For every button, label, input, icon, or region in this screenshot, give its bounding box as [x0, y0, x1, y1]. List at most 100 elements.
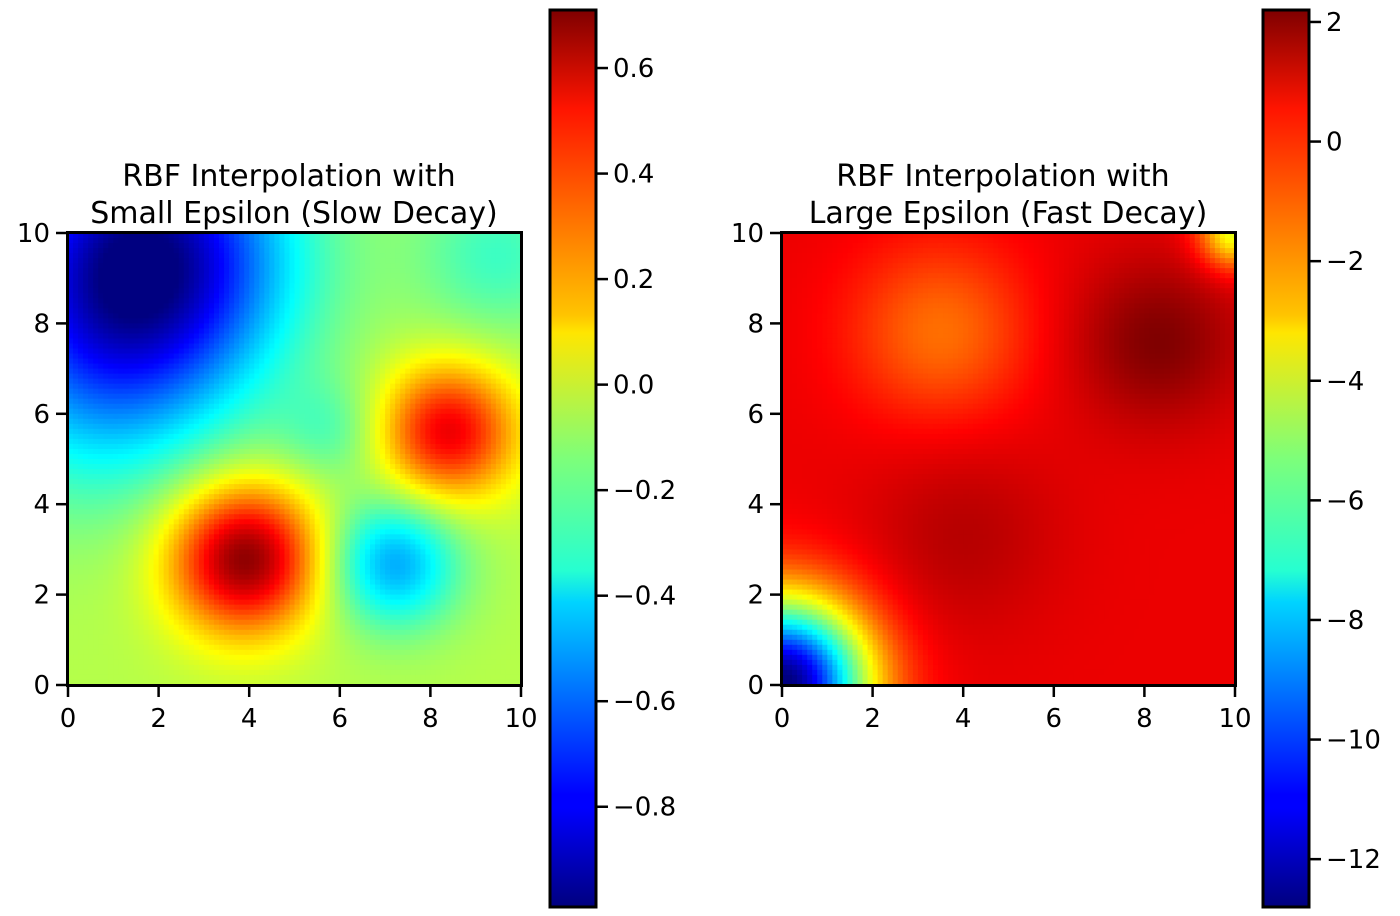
- heatmap-cell: [309, 358, 316, 365]
- heatmap-cell: [133, 353, 140, 360]
- heatmap-cell: [385, 283, 391, 289]
- heatmap-cell: [420, 403, 426, 410]
- heatmap-cell: [385, 323, 391, 330]
- heatmap-cell: [380, 423, 386, 430]
- heatmap-cell: [375, 298, 381, 304]
- heatmap-cell: [183, 363, 190, 370]
- heatmap-cell: [88, 388, 94, 395]
- heatmap-cell: [93, 268, 99, 274]
- heatmap-cell: [133, 248, 140, 254]
- heatmap-cell: [475, 423, 482, 430]
- heatmap-cell: [349, 243, 356, 249]
- heatmap-cell: [420, 308, 426, 314]
- heatmap-cell: [73, 383, 79, 390]
- heatmap-cell: [229, 293, 235, 299]
- heatmap-cell: [349, 388, 356, 395]
- heatmap-cell: [108, 338, 114, 345]
- heatmap-cell: [299, 308, 306, 314]
- heatmap-cell: [490, 459, 497, 465]
- heatmap-cell: [203, 318, 210, 324]
- heatmap-cell: [219, 509, 225, 515]
- heatmap-cell: [475, 293, 482, 299]
- heatmap-cell: [359, 308, 366, 314]
- heatmap-cell: [364, 278, 371, 284]
- heatmap-cell: [465, 308, 472, 314]
- heatmap-cell: [178, 464, 185, 470]
- heatmap-cell: [435, 333, 442, 340]
- heatmap-cell: [244, 459, 250, 465]
- heatmap-cell: [254, 499, 260, 505]
- heatmap-cell: [178, 423, 185, 430]
- heatmap-cell: [480, 443, 487, 450]
- heatmap-cell: [93, 238, 99, 244]
- heatmap-cell: [410, 499, 416, 505]
- heatmap-cell: [178, 504, 185, 510]
- heatmap-cell: [208, 268, 215, 274]
- heatmap-cell: [440, 243, 447, 249]
- heatmap-cell: [153, 303, 160, 309]
- heatmap-cell: [510, 474, 517, 480]
- heatmap-cell: [208, 423, 215, 430]
- heatmap-cell: [93, 479, 99, 485]
- heatmap-cell: [173, 418, 180, 425]
- heatmap-cell: [113, 443, 119, 450]
- heatmap-cell: [294, 383, 301, 390]
- heatmap-cell: [515, 283, 522, 289]
- heatmap-cell: [128, 298, 135, 304]
- heatmap-cell: [309, 308, 316, 314]
- heatmap-cell: [435, 479, 442, 485]
- heatmap-cell: [279, 313, 286, 319]
- heatmap-cell: [88, 499, 94, 505]
- heatmap-cell: [480, 288, 487, 294]
- heatmap-cell: [339, 383, 346, 390]
- heatmap-cell: [68, 333, 74, 340]
- heatmap-cell: [193, 233, 200, 239]
- heatmap-cell: [239, 484, 245, 490]
- heatmap-cell: [395, 489, 401, 495]
- heatmap-cell: [178, 443, 185, 450]
- heatmap-cell: [294, 408, 301, 415]
- heatmap-cell: [239, 353, 245, 360]
- heatmap-cell: [93, 318, 99, 324]
- heatmap-cell: [108, 474, 114, 480]
- heatmap-cell: [410, 378, 416, 385]
- heatmap-cell: [244, 453, 250, 460]
- heatmap-cell: [390, 383, 396, 390]
- heatmap-cell: [128, 353, 135, 360]
- heatmap-cell: [425, 459, 431, 465]
- heatmap-cell: [213, 268, 220, 274]
- heatmap-cell: [324, 418, 331, 425]
- heatmap-cell: [390, 474, 396, 480]
- heatmap-cell: [485, 248, 492, 254]
- heatmap-cell: [244, 418, 250, 425]
- heatmap-cell: [198, 418, 205, 425]
- heatmap-cell: [123, 283, 129, 289]
- heatmap-cell: [73, 308, 79, 314]
- heatmap-cell: [244, 253, 250, 259]
- heatmap-cell: [289, 273, 296, 279]
- heatmap-cell: [375, 368, 381, 375]
- heatmap-cell: [118, 484, 124, 490]
- heatmap-cell: [213, 338, 220, 345]
- heatmap-cell: [138, 398, 145, 405]
- heatmap-cell: [259, 408, 265, 415]
- heatmap-cell: [73, 509, 79, 515]
- heatmap-cell: [138, 358, 145, 365]
- heatmap-cell: [395, 263, 401, 269]
- heatmap-cell: [178, 433, 185, 440]
- heatmap-cell: [148, 363, 155, 370]
- heatmap-cell: [410, 283, 416, 289]
- heatmap-cell: [289, 343, 296, 350]
- heatmap-cell: [430, 408, 437, 415]
- heatmap-cell: [83, 243, 89, 249]
- heatmap-cell: [480, 464, 487, 470]
- heatmap-cell: [244, 388, 250, 395]
- heatmap-cell: [279, 268, 286, 274]
- heatmap-cell: [465, 474, 472, 480]
- heatmap-cell: [123, 253, 129, 259]
- heatmap-cell: [515, 333, 522, 340]
- heatmap-cell: [213, 373, 220, 380]
- heatmap-cell: [364, 258, 371, 264]
- heatmap-cell: [103, 348, 109, 355]
- heatmap-cell: [198, 453, 205, 460]
